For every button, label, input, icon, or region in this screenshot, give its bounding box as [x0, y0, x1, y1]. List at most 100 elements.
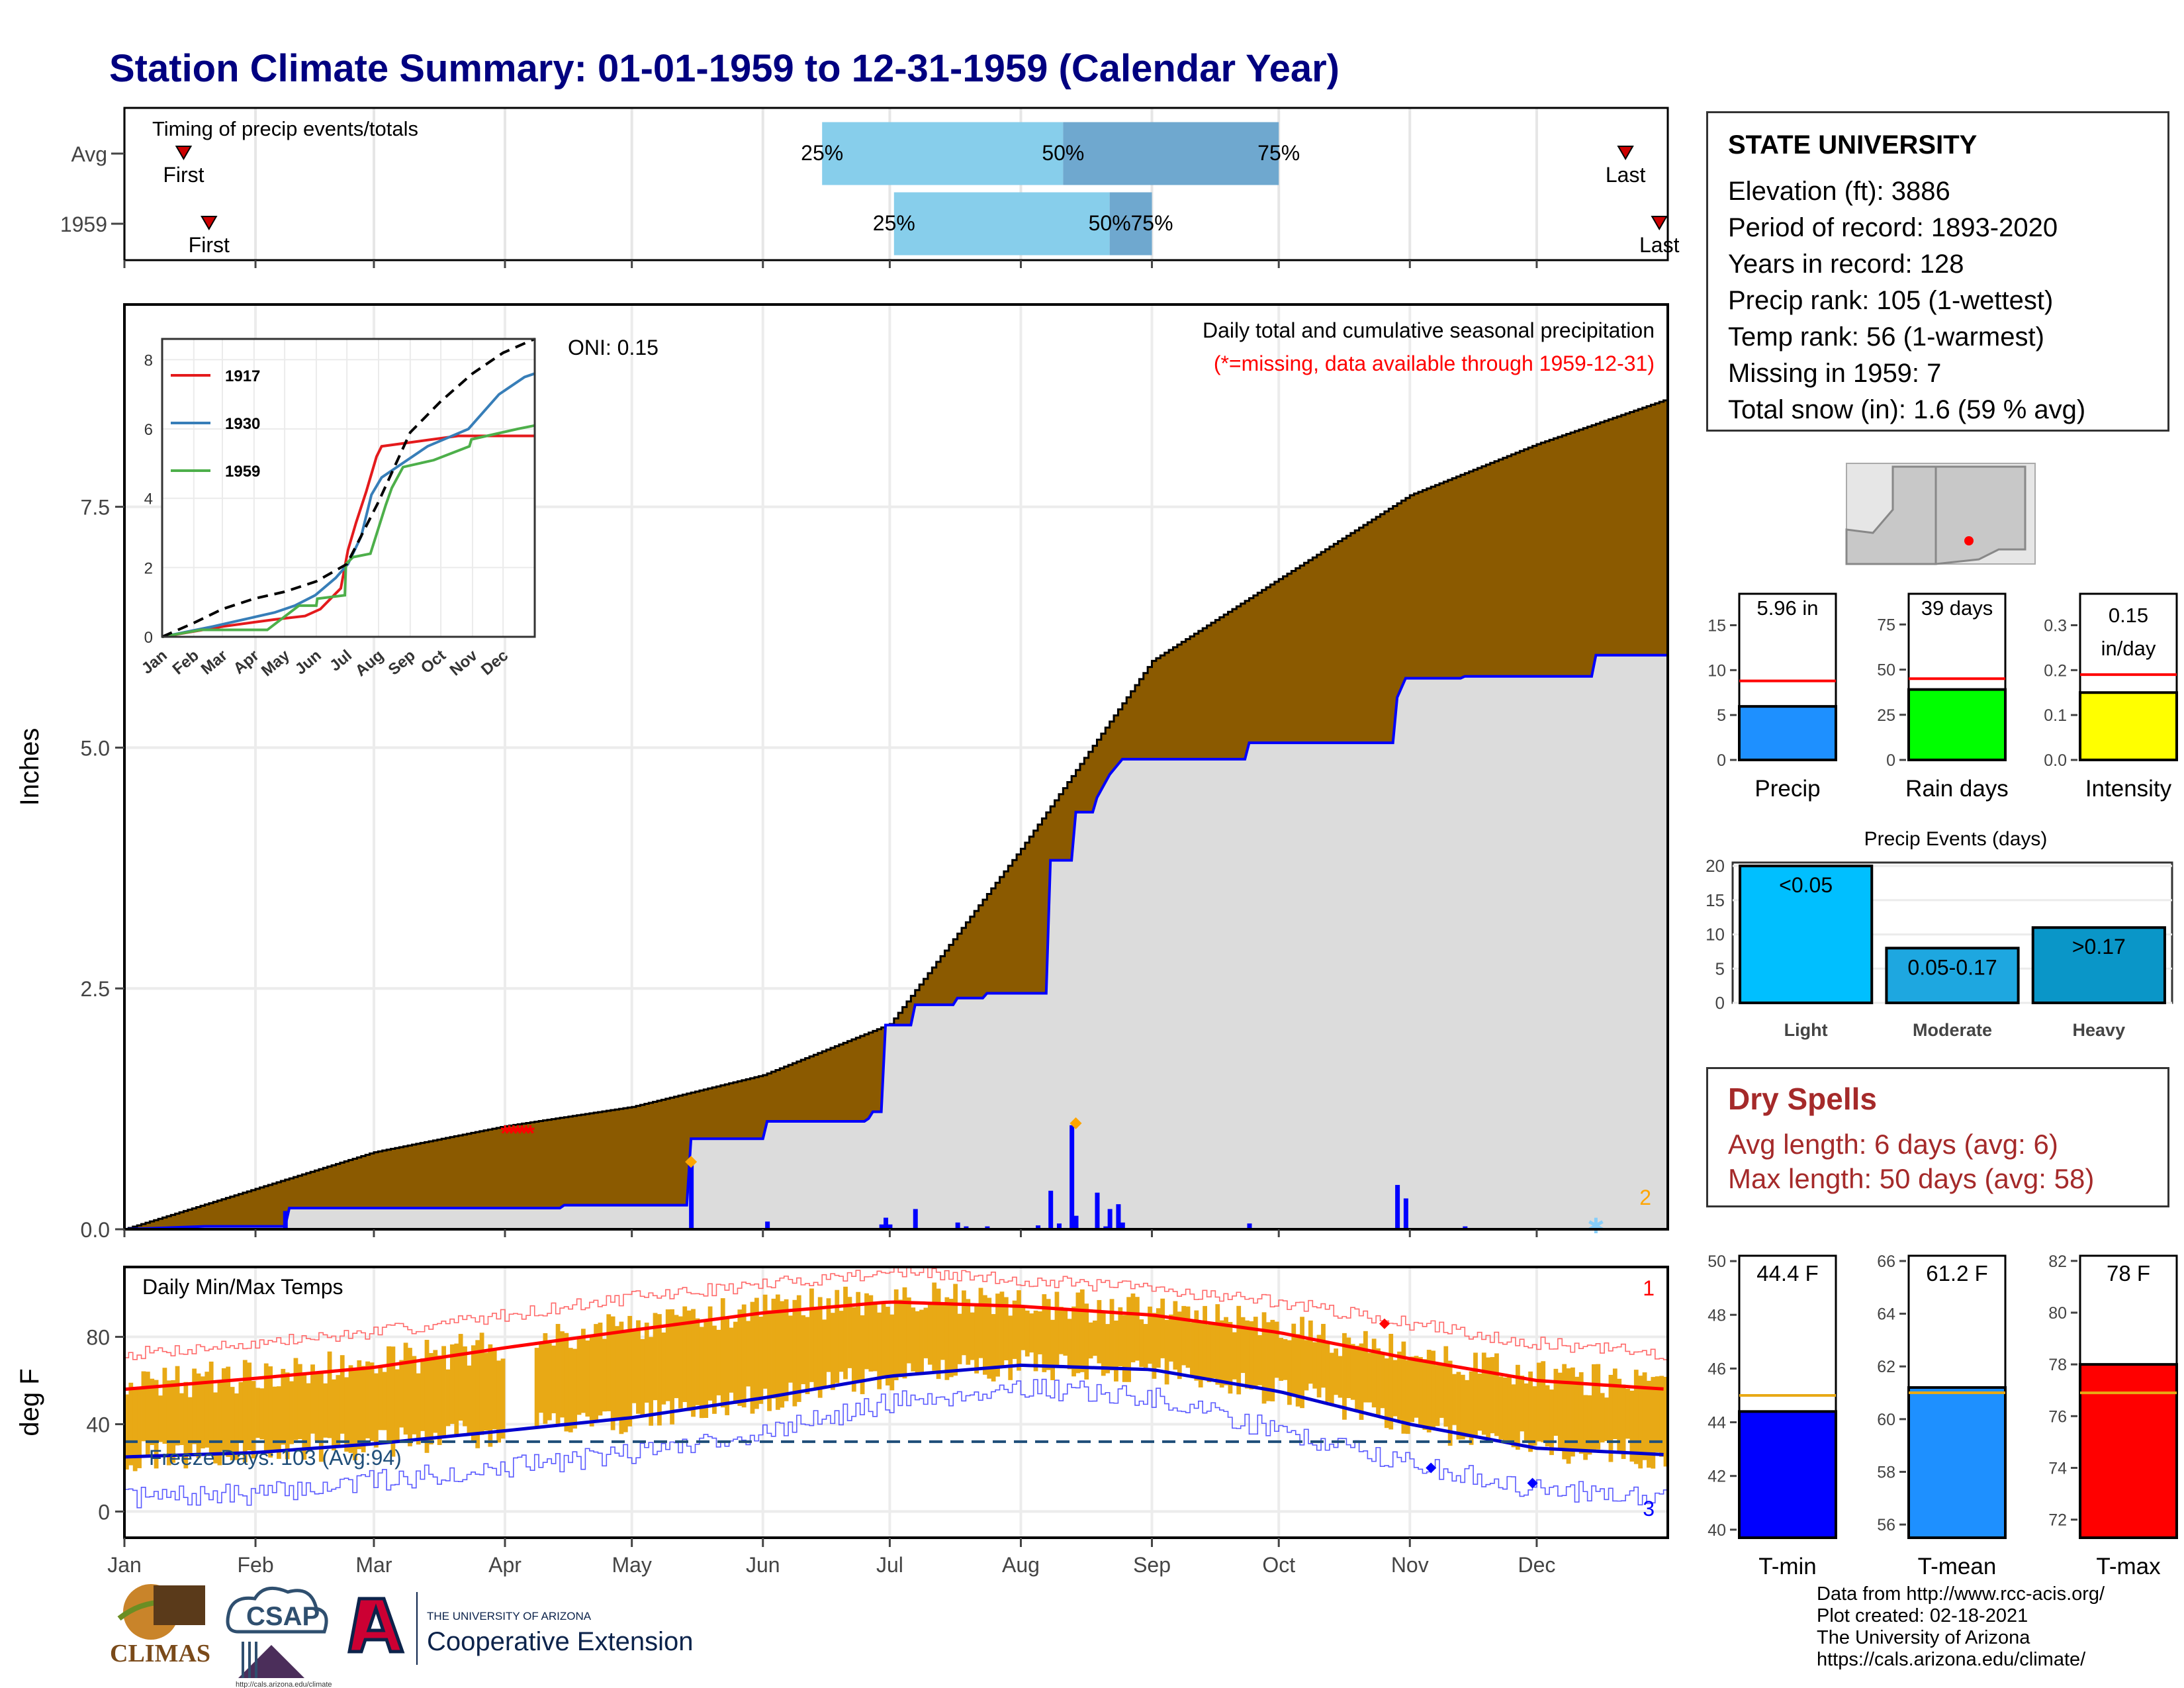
temp-daily-bar-305 [1414, 1356, 1419, 1418]
inset-ytick-label-2: 4 [144, 491, 153, 508]
temp-record-marker-2 [1527, 1477, 1538, 1489]
temp-daily-bar-38 [285, 1372, 290, 1460]
credit-university: The University of Arizona [1817, 1627, 2030, 1648]
precip-daily-bar-7 [955, 1222, 960, 1229]
temp-daily-bar-135 [695, 1318, 700, 1405]
temp-daily-bar-275 [1287, 1340, 1292, 1405]
temp-daily-bar-306 [1418, 1357, 1423, 1425]
temp-daily-bar-208 [1003, 1297, 1009, 1360]
inset-ytick-label-1: 2 [144, 559, 153, 577]
station-info-box: STATE UNIVERSITY Elevation (ft): 3886 Pe… [1706, 111, 2169, 432]
temp-avg-min-line [124, 1363, 1664, 1459]
precip-daily-bar-14 [1073, 1215, 1079, 1229]
precip-daily-bar-3 [879, 1224, 884, 1229]
precip-daily-bar-9 [985, 1226, 990, 1229]
temp-daily-bar-35 [272, 1386, 277, 1452]
temp-month-label-7: Aug [1002, 1553, 1040, 1577]
timing-bar-q25-q50-0 [822, 122, 1064, 185]
temp-daily-bar-125 [653, 1313, 658, 1401]
temp-daily-bar-45 [314, 1372, 320, 1441]
temp-daily-bar-18 [201, 1376, 205, 1449]
temp-daily-bar-48 [327, 1351, 332, 1438]
temp-month-label-3: Apr [488, 1553, 522, 1577]
temp-summary-t-max-ytick-label-1: 74 [2048, 1459, 2067, 1477]
temp-daily-bar-128 [665, 1309, 670, 1401]
temp-daily-bar-245 [1160, 1298, 1165, 1358]
temp-daily-bar-109 [585, 1340, 590, 1417]
temp-daily-bar-210 [1012, 1300, 1017, 1359]
page-title: Station Climate Summary: 01-01-1959 to 1… [109, 47, 1340, 90]
temp-daily-bar-164 [817, 1297, 823, 1398]
temp-daily-bar-76 [445, 1369, 451, 1427]
precip-missing-marker-2: * [509, 1121, 518, 1147]
precip-daily-bar-24 [1594, 1225, 1599, 1229]
temp-daily-bar-78 [454, 1343, 459, 1435]
temp-daily-bar-150 [758, 1317, 764, 1404]
inset-series-1959 [161, 424, 535, 638]
temp-record-min-line [124, 1378, 1668, 1509]
precip-summary-intensity-ytick-label-0: 0.0 [2044, 751, 2067, 770]
temp-daily-bar-1 [128, 1382, 134, 1466]
temp-daily-bar-294 [1367, 1352, 1373, 1403]
precip-missing-marker-6: * [526, 1121, 535, 1147]
temp-daily-bar-173 [856, 1291, 861, 1381]
timing-q50-label-0: 50% [1042, 141, 1084, 165]
temp-daily-bar-105 [568, 1348, 573, 1432]
precip-daily-bar-10 [1036, 1225, 1041, 1229]
precip-summary-precip-ytick-label-0: 0 [1717, 751, 1726, 770]
temp-summary-t-max-value-label: 78 F [2107, 1261, 2150, 1286]
timing-frame [123, 107, 1669, 261]
temp-daily-bar-4 [141, 1371, 146, 1442]
locator-map-station-dot [1964, 536, 1974, 545]
temp-daily-bar-131 [678, 1316, 683, 1409]
temp-daily-bar-47 [323, 1383, 328, 1438]
inset-series-1917 [161, 434, 535, 638]
precip-subtitle: (*=missing, data available through 1959-… [1214, 352, 1655, 375]
inset-series-avg [161, 338, 535, 638]
temp-month-label-4: May [612, 1553, 651, 1577]
precip-daily-bar-20 [1247, 1223, 1252, 1229]
temp-summary-t-min-ytick-label-0: 40 [1707, 1521, 1726, 1540]
temp-daily-bar-77 [449, 1344, 455, 1425]
temp-daily-bar-307 [1422, 1359, 1428, 1430]
station-period: Period of record: 1893-2020 [1728, 213, 2058, 242]
temp-daily-bar-328 [1511, 1384, 1516, 1448]
precip-year-cumulative-area [124, 655, 1668, 1229]
dry-spells-title: Dry Spells [1728, 1082, 1877, 1116]
temp-daily-bar-308 [1426, 1350, 1432, 1432]
station-snow: Total snow (in): 1.6 (59 % avg) [1728, 395, 2086, 424]
temp-daily-bar-252 [1190, 1322, 1195, 1378]
temp-daily-bar-123 [644, 1323, 649, 1403]
temp-daily-bar-107 [576, 1336, 582, 1415]
temp-daily-bar-246 [1164, 1319, 1169, 1385]
temp-daily-bar-70 [420, 1358, 426, 1431]
logo-strip: CLIMAS CSAP http://cals.arizona.edu/clim… [110, 1584, 693, 1688]
temp-daily-bar-225 [1075, 1292, 1081, 1374]
temp-daily-bar-314 [1452, 1374, 1457, 1425]
precip-ytick-label-1: 2.5 [81, 977, 110, 1001]
temp-daily-bar-86 [488, 1344, 493, 1447]
temp-daily-bar-277 [1295, 1334, 1300, 1407]
temp-daily-bar-263 [1236, 1305, 1242, 1395]
temp-daily-bar-34 [268, 1366, 273, 1458]
temp-daily-bar-49 [332, 1379, 336, 1451]
temp-daily-bar-269 [1261, 1312, 1267, 1404]
temp-daily-bar-255 [1203, 1305, 1207, 1379]
precip-missing-marker-5: * [522, 1121, 531, 1147]
temp-summary-t-mean-ytick-label-1: 58 [1877, 1463, 1895, 1481]
temp-summary-t-max-ytick-label-5: 82 [2048, 1252, 2067, 1271]
precip-daily-bar-16 [1103, 1226, 1109, 1229]
precip-summary-rain-days-ytick-label-0: 0 [1886, 751, 1895, 770]
timing-row-label-0: Avg [71, 142, 107, 166]
temp-daily-bar-243 [1152, 1313, 1157, 1379]
temp-daily-bar-342 [1570, 1367, 1575, 1457]
inset-legend-label-1917: 1917 [225, 367, 260, 385]
temp-daily-bar-55 [357, 1360, 362, 1450]
temp-daily-bar-241 [1143, 1324, 1148, 1368]
precip-events-bar-label-moderate: 0.05-0.17 [1907, 955, 1997, 979]
temp-daily-bar-31 [255, 1387, 260, 1438]
ua-logo: THE UNIVERSITY OF ARIZONA Cooperative Ex… [347, 1592, 693, 1665]
temp-daily-bar-274 [1283, 1338, 1288, 1380]
precip-daily-bar-2 [765, 1221, 770, 1229]
temp-daily-bar-42 [302, 1374, 307, 1460]
